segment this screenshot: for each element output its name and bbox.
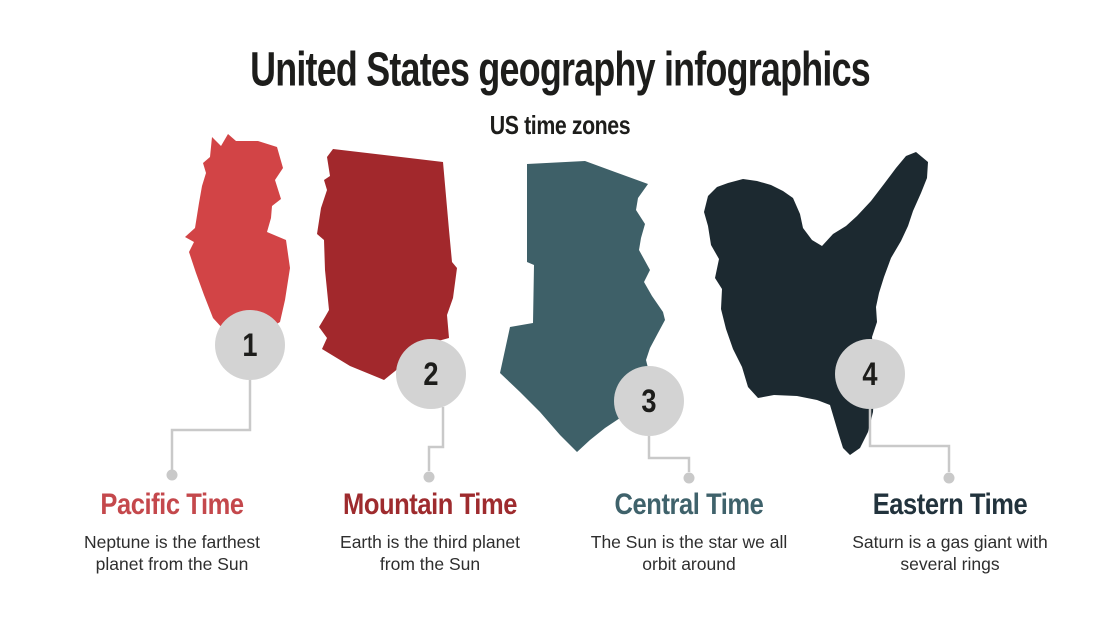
connector-line-3 <box>647 436 691 472</box>
zone-description-eastern: Saturn is a gas giant with several rings <box>852 532 1048 575</box>
step-badge-mountain: 2 <box>396 339 466 409</box>
zone-name-mountain: Mountain Time <box>343 488 517 521</box>
connector-dot-3 <box>683 472 695 484</box>
step-number: 2 <box>423 355 439 392</box>
zone-column-mountain: Mountain Time Earth is the third planet … <box>305 488 555 576</box>
zone-name-pacific: Pacific Time <box>100 488 244 521</box>
zone-description-central: The Sun is the star we all orbit around <box>590 532 788 575</box>
map-shape-mountain <box>317 149 457 380</box>
zone-description-mountain: Earth is the third planet from the Sun <box>340 532 520 575</box>
connector-dot-4 <box>943 472 955 484</box>
connector-dot-2 <box>423 471 435 483</box>
zone-column-eastern: Eastern Time Saturn is a gas giant with … <box>825 488 1075 576</box>
connector-line-1 <box>170 380 252 470</box>
step-badge-central: 3 <box>614 366 684 436</box>
connector-line-4 <box>868 409 951 472</box>
connector-dot-1 <box>166 469 178 481</box>
step-badge-pacific: 1 <box>215 310 285 380</box>
zone-name-eastern: Eastern Time <box>872 488 1028 521</box>
zone-description-pacific: Neptune is the farthest planet from the … <box>83 532 261 575</box>
map-shape-pacific <box>185 134 290 340</box>
step-number: 3 <box>641 382 657 419</box>
zone-column-central: Central Time The Sun is the star we all … <box>564 488 814 576</box>
step-number: 1 <box>242 326 258 363</box>
zone-column-pacific: Pacific Time Neptune is the farthest pla… <box>47 488 297 576</box>
page-title: United States geography infographics <box>250 41 871 97</box>
map-shape-eastern <box>704 152 928 455</box>
page-subtitle: US time zones <box>489 110 631 140</box>
step-number: 4 <box>862 355 878 392</box>
step-badge-eastern: 4 <box>835 339 905 409</box>
zone-name-central: Central Time <box>614 488 764 521</box>
connector-line-2 <box>427 407 445 471</box>
